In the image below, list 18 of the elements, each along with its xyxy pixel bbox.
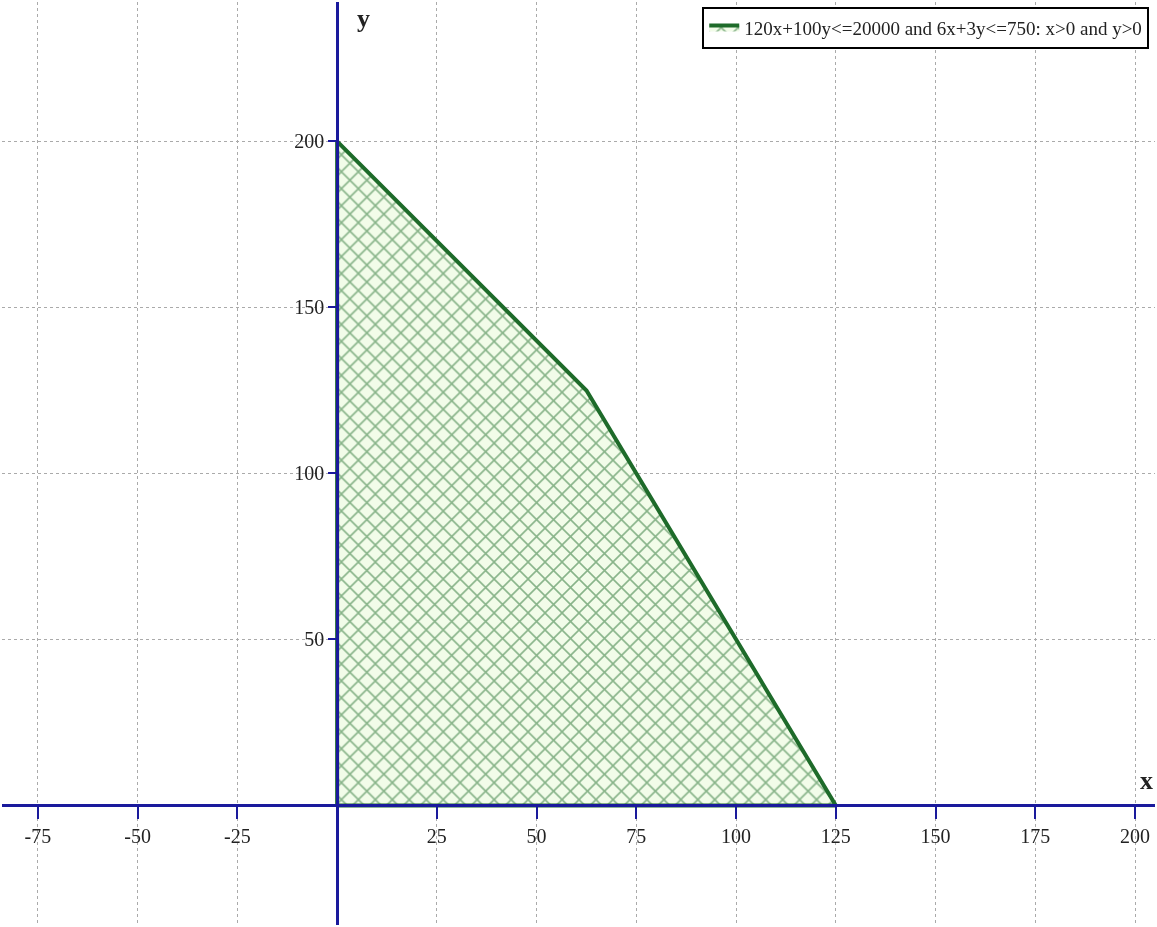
y-tick-label: 50	[304, 628, 325, 651]
x-tick-label: -50	[124, 825, 151, 848]
x-tick-label: 100	[721, 825, 752, 848]
x-tick-label: 125	[820, 825, 851, 848]
x-tick-label: 25	[426, 825, 447, 848]
x-tick-label: 150	[920, 825, 951, 848]
x-tick-label: -75	[24, 825, 52, 848]
legend-label: 120x+100y<=20000 and 6x+3y<=750: x>0 and y>0	[744, 17, 1142, 39]
x-axis-title: x	[1140, 766, 1153, 795]
y-axis-title: y	[357, 4, 370, 33]
x-tick-label: 75	[626, 825, 647, 848]
y-tick-label: 200	[294, 130, 325, 153]
x-tick-label: 200	[1120, 825, 1151, 848]
x-tick-label: 175	[1020, 825, 1051, 848]
x-tick-label: -25	[224, 825, 251, 848]
y-tick-label: 100	[294, 462, 325, 485]
x-tick-label: 50	[526, 825, 547, 848]
y-tick-label: 150	[294, 296, 325, 319]
